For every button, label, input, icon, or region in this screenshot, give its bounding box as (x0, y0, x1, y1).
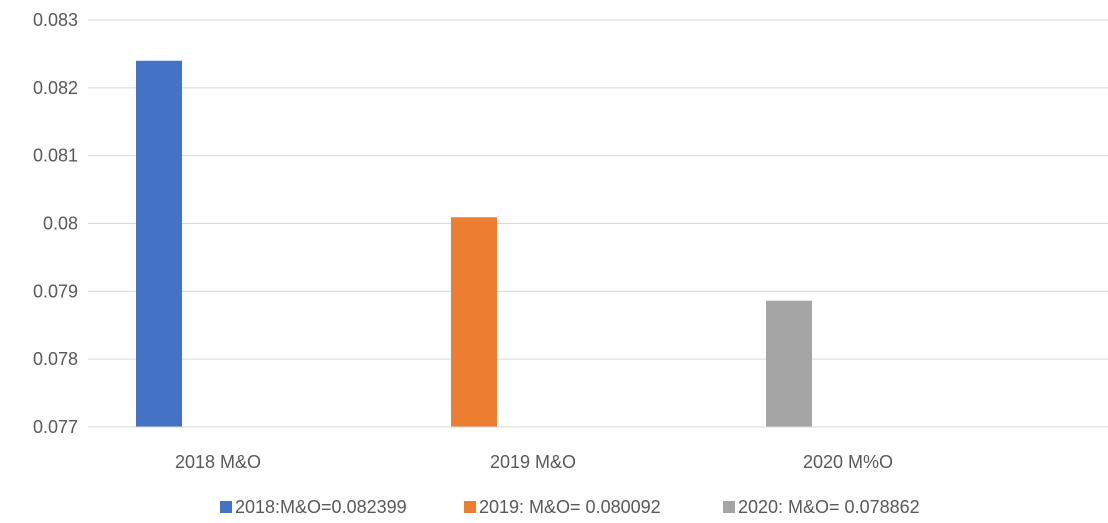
x-category-label: 2019 M&O (490, 452, 576, 472)
y-tick-label: 0.078 (33, 349, 78, 369)
legend-item: 2020: M&O= 0.078862 (723, 497, 920, 517)
legend-swatch (220, 501, 232, 513)
legend-label: 2019: M&O= 0.080092 (479, 497, 661, 517)
y-tick-label: 0.077 (33, 417, 78, 437)
bar-1 (136, 60, 182, 428)
y-tick-label: 0.079 (33, 281, 78, 301)
y-axis-tick-labels: 0.077 0.078 0.079 0.08 0.081 0.082 0.083 (33, 10, 78, 437)
legend-item: 2019: M&O= 0.080092 (464, 497, 661, 517)
legend-swatch (464, 501, 476, 513)
bar-3 (766, 300, 812, 427)
x-category-label: 2020 M%O (803, 452, 893, 472)
gridlines (88, 19, 1108, 360)
bars (136, 60, 812, 428)
legend-label: 2018:M&O=0.082399 (235, 497, 407, 517)
x-category-label: 2018 M&O (175, 452, 261, 472)
legend: 2018:M&O=0.082399 2019: M&O= 0.080092 2020… (220, 497, 920, 517)
legend-swatch (723, 501, 735, 513)
x-axis-category-labels: 2018 M&O 2019 M&O 2020 M%O (175, 452, 893, 472)
y-tick-label: 0.081 (33, 146, 78, 166)
bar-2 (451, 217, 497, 427)
legend-item: 2018:M&O=0.082399 (220, 497, 407, 517)
y-tick-label: 0.083 (33, 10, 78, 30)
y-tick-label: 0.08 (43, 214, 78, 234)
legend-label: 2020: M&O= 0.078862 (738, 497, 920, 517)
y-tick-label: 0.082 (33, 78, 78, 98)
